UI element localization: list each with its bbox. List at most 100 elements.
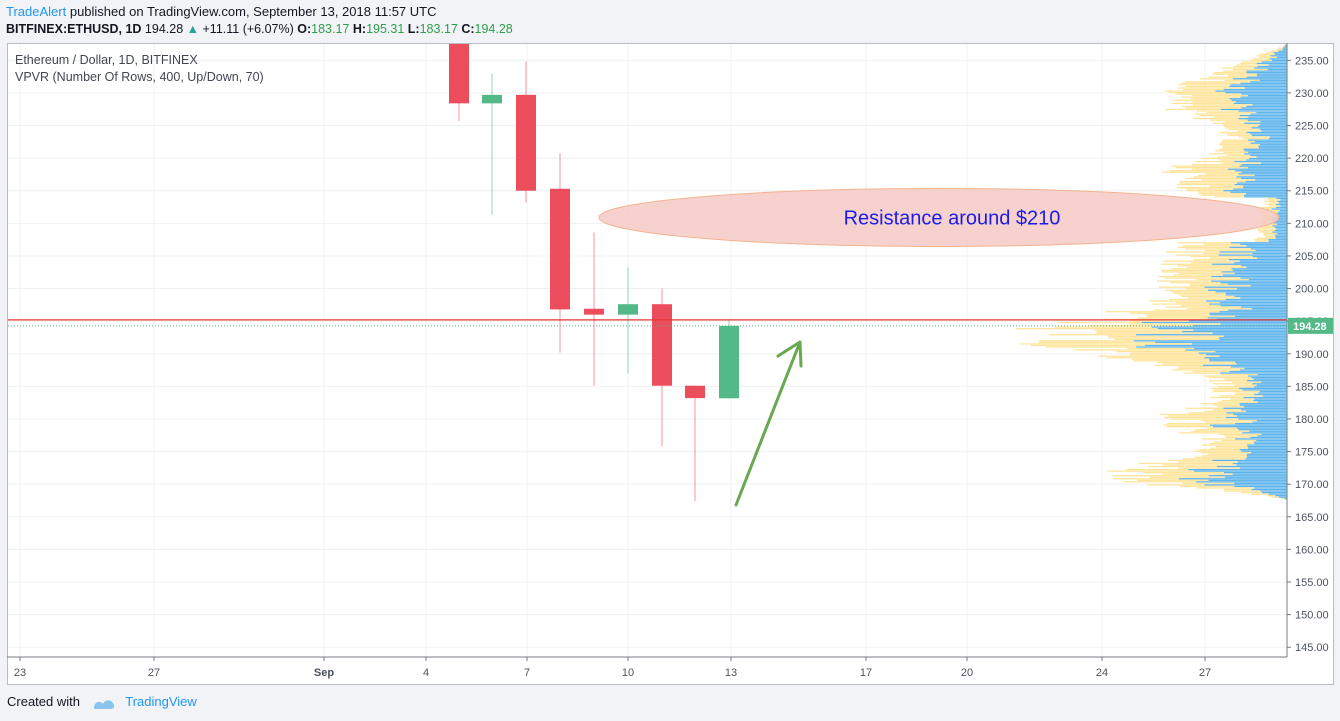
candle-body[interactable]: [482, 94, 502, 104]
volume-row-up: [1225, 294, 1287, 296]
volume-row-down: [1250, 59, 1272, 62]
candle-body[interactable]: [584, 308, 604, 315]
volume-row-up: [1248, 157, 1287, 160]
volume-row-up: [1234, 295, 1287, 298]
volume-row-up: [1231, 99, 1287, 101]
volume-row-down: [1178, 461, 1238, 463]
volume-row-up: [1239, 467, 1287, 469]
volume-row-down: [1228, 134, 1253, 137]
volume-row-up: [1246, 456, 1287, 458]
volume-row-down: [1263, 234, 1275, 236]
volume-row-up: [1193, 329, 1287, 331]
volume-row-down: [1163, 363, 1237, 365]
volume-row-up: [1278, 202, 1287, 204]
volume-row-down: [1172, 369, 1241, 371]
volume-row-down: [1048, 334, 1136, 336]
volume-row-up: [1233, 188, 1287, 190]
volume-row-down: [1128, 354, 1207, 356]
trend-arrow[interactable]: [734, 340, 802, 507]
candle-body[interactable]: [719, 325, 739, 399]
volume-row-up: [1255, 249, 1287, 252]
volume-row-down: [1193, 117, 1239, 120]
volume-row-down: [1191, 163, 1242, 166]
volume-row-up: [1240, 265, 1287, 267]
volume-row-up: [1232, 473, 1287, 475]
volume-row-up: [1268, 137, 1287, 140]
resistance-zone-ellipse[interactable]: [598, 187, 1280, 247]
volume-row-up: [1233, 262, 1287, 264]
volume-row-up: [1277, 232, 1287, 235]
candle-body[interactable]: [685, 385, 705, 399]
volume-row-down: [1185, 85, 1230, 88]
volume-row-up: [1230, 366, 1287, 368]
volume-row-down: [1126, 468, 1189, 471]
x-tick-label: 27: [1199, 667, 1211, 679]
volume-row-up: [1220, 281, 1287, 284]
volume-row-down: [1163, 424, 1210, 426]
volume-row-up: [1219, 338, 1287, 340]
volume-row-up: [1219, 301, 1287, 304]
volume-row-down: [1163, 260, 1240, 262]
volume-row-down: [1123, 481, 1197, 483]
last-price-badge-text: 194.28: [1293, 321, 1327, 333]
volume-row-down: [1221, 439, 1257, 442]
author-link[interactable]: TradeAlert: [6, 4, 67, 19]
candle-body[interactable]: [550, 188, 570, 310]
volume-row-down: [1214, 116, 1249, 118]
volume-row-up: [1236, 176, 1287, 178]
volume-row-down: [1200, 403, 1240, 405]
volume-row-up: [1236, 288, 1287, 290]
last-price: 194.28: [144, 22, 184, 36]
candle-body[interactable]: [449, 43, 469, 104]
volume-row-up: [1275, 206, 1287, 209]
volume-row-up: [1238, 110, 1287, 112]
volume-row-up: [1284, 45, 1287, 48]
volume-row-up: [1237, 461, 1287, 463]
volume-row-down: [1224, 79, 1260, 81]
candle-body[interactable]: [652, 304, 672, 386]
volume-row-up: [1247, 375, 1287, 377]
tradingview-brand[interactable]: TradingView: [125, 694, 197, 709]
volume-row-down: [1223, 488, 1252, 491]
volume-row-up: [1257, 257, 1287, 259]
volume-row-up: [1276, 216, 1287, 218]
volume-row-up: [1221, 271, 1287, 273]
volume-row-down: [1239, 62, 1257, 65]
volume-row-down: [1158, 286, 1205, 288]
volume-row-up: [1252, 134, 1287, 137]
volume-row-up: [1246, 76, 1287, 78]
candle-body[interactable]: [516, 94, 536, 191]
symbol-label: BITFINEX:ETHUSD, 1D: [6, 22, 142, 36]
volume-row-up: [1231, 268, 1287, 270]
x-tick-label: 17: [860, 667, 872, 679]
volume-row-down: [1208, 453, 1247, 455]
footer: Created with TradingView: [7, 694, 197, 710]
volume-row-down: [1209, 153, 1244, 155]
volume-row-down: [1159, 413, 1234, 416]
volume-row-up: [1188, 468, 1287, 471]
volume-row-down: [1268, 205, 1281, 207]
x-tick-label: 4: [423, 667, 429, 679]
volume-row-down: [1177, 467, 1240, 469]
volume-row-up: [1212, 332, 1287, 334]
volume-row-down: [1225, 436, 1251, 439]
volume-row-down: [1165, 108, 1221, 111]
x-tick-label: 13: [725, 667, 737, 679]
volume-row-up: [1280, 199, 1287, 201]
volume-row-down: [1216, 445, 1248, 448]
candle-body[interactable]: [618, 304, 638, 315]
chart-canvas[interactable]: Resistance around $210 145.00 150.00 155.00…: [7, 43, 1334, 685]
volume-row-down: [1205, 173, 1239, 175]
volume-row-down: [1215, 150, 1245, 152]
volume-row-up: [1248, 278, 1287, 281]
volume-row-down: [1205, 249, 1256, 252]
volume-row-up: [1256, 73, 1287, 75]
volume-row-down: [1193, 176, 1237, 178]
volume-row-down: [1157, 280, 1211, 282]
volume-row-up: [1235, 101, 1287, 103]
volume-row-up: [1253, 67, 1287, 69]
volume-row-up: [1241, 171, 1287, 173]
volume-row-up: [1250, 452, 1287, 454]
volume-row-down: [1211, 387, 1239, 390]
volume-row-down: [1203, 252, 1253, 255]
